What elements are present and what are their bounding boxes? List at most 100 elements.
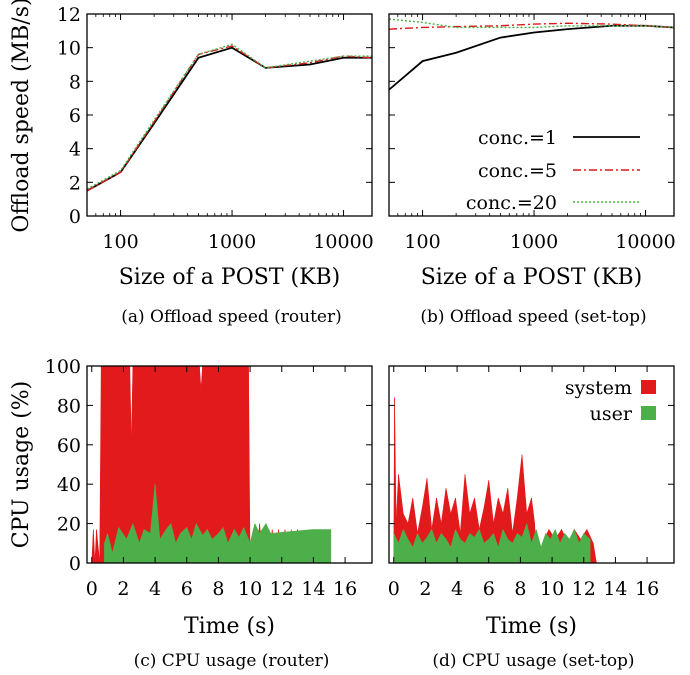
series-system-segment [218,366,235,563]
series-user-segment [313,529,332,563]
series-line-conc.=1 [87,46,372,192]
series-system-segment [102,366,108,563]
series-system-segment [186,366,200,563]
series-user-segment [143,528,151,563]
plot-frame [86,13,373,217]
series-system-segment [100,366,104,563]
series-system-segment [202,366,219,563]
legend-label: conc.=20 [466,192,557,214]
x-tick-label: 100 [102,231,138,253]
x-tick-label: 6 [181,578,193,600]
y-tick-label: 60 [57,435,81,457]
y-tick-label: 12 [57,4,81,26]
plot-frame [388,13,675,217]
legend-swatch [641,380,656,394]
series-user-segment [265,523,271,563]
series-user-segment [483,538,490,563]
series-system-segment [233,366,249,563]
panel-caption: (a) Offload speed (router) [121,307,342,327]
y-tick-label: 20 [57,514,81,536]
x-tick-label: 10 [540,578,564,600]
series-user-segment [564,532,570,563]
x-tick-label: 0 [86,578,98,600]
y-tick-label: 40 [57,474,81,496]
series-system-segment [248,366,251,563]
y-tick-label: 100 [45,356,81,378]
series-user-segment [540,533,547,563]
panel-caption: (b) Offload speed (set-top) [420,307,646,327]
y-tick-label: 0 [69,553,81,575]
series-user-segment [507,538,513,563]
y-tick-label: 10 [57,38,81,60]
series-system-segment [107,366,124,563]
x-tick-label: 1000 [510,231,558,253]
x-axis-label: Size of a POST (KB) [421,265,643,290]
series-user-segment [259,522,267,563]
series-user-segment [535,529,542,563]
panel-caption: (d) CPU usage (set-top) [432,651,634,671]
plot-frame [388,365,675,564]
panel-caption: (c) CPU usage (router) [134,651,330,671]
series-user-segment [459,538,466,563]
series-system-segment [154,366,172,563]
series-system-segment [132,366,140,563]
x-tick-label: 12 [572,578,596,600]
x-tick-label: 10000 [615,231,675,253]
legend-swatch [641,406,656,420]
x-tick-label: 14 [301,578,325,600]
y-tick-label: 6 [69,105,81,127]
series-line-conc.=20 [389,18,674,29]
series-line-conc.=20 [87,43,372,190]
x-tick-label: 4 [149,578,161,600]
series-system-segment [123,366,131,563]
series-user-segment [469,532,475,563]
x-axis-label: Size of a POST (KB) [119,265,341,290]
x-tick-label: 10 [238,578,262,600]
series-system-segment [138,366,156,563]
x-tick-label: 2 [117,578,129,600]
series-system-segment [592,543,597,563]
plot-frame [86,365,373,564]
x-tick-label: 1000 [208,231,256,253]
series-user-segment [218,526,224,563]
series-user-segment [516,532,523,563]
x-tick-label: 14 [603,578,627,600]
series-system-segment [96,529,100,563]
series-system-segment [200,366,203,563]
y-axis-label: CPU usage (%) [9,381,34,549]
legend-label: conc.=5 [478,160,557,182]
x-axis-label: Time (s) [184,614,275,639]
x-tick-label: 2 [419,578,431,600]
series-user-segment [165,522,172,563]
series-system-segment [170,366,188,563]
series-user-segment [583,532,591,563]
x-tick-label: 10000 [313,231,373,253]
series-system-segment [93,529,96,563]
x-tick-label: 0 [388,578,400,600]
series-user-segment [202,528,208,563]
y-tick-label: 4 [69,139,81,161]
legend-label: conc.=1 [478,127,557,149]
series-user-segment [569,529,575,563]
legend-label: user [590,403,633,425]
series-user-segment [180,526,188,563]
x-tick-label: 6 [483,578,495,600]
y-axis-label: Offload speed (MB/s) [9,0,34,233]
x-tick-label: 8 [212,578,224,600]
legend-label: system [565,377,632,399]
x-tick-label: 16 [333,578,357,600]
series-user-segment [270,529,314,563]
y-tick-label: 0 [69,206,81,228]
x-axis-label: Time (s) [486,614,577,639]
series-line-conc.=5 [87,45,372,192]
x-tick-label: 8 [514,578,526,600]
y-tick-label: 80 [57,395,81,417]
series-user-segment [249,523,256,563]
x-tick-label: 12 [270,578,294,600]
x-tick-label: 100 [404,231,440,253]
series-line-conc.=1 [389,24,674,91]
series-system-segment [131,366,134,563]
y-tick-label: 2 [69,172,81,194]
x-tick-label: 16 [635,578,659,600]
